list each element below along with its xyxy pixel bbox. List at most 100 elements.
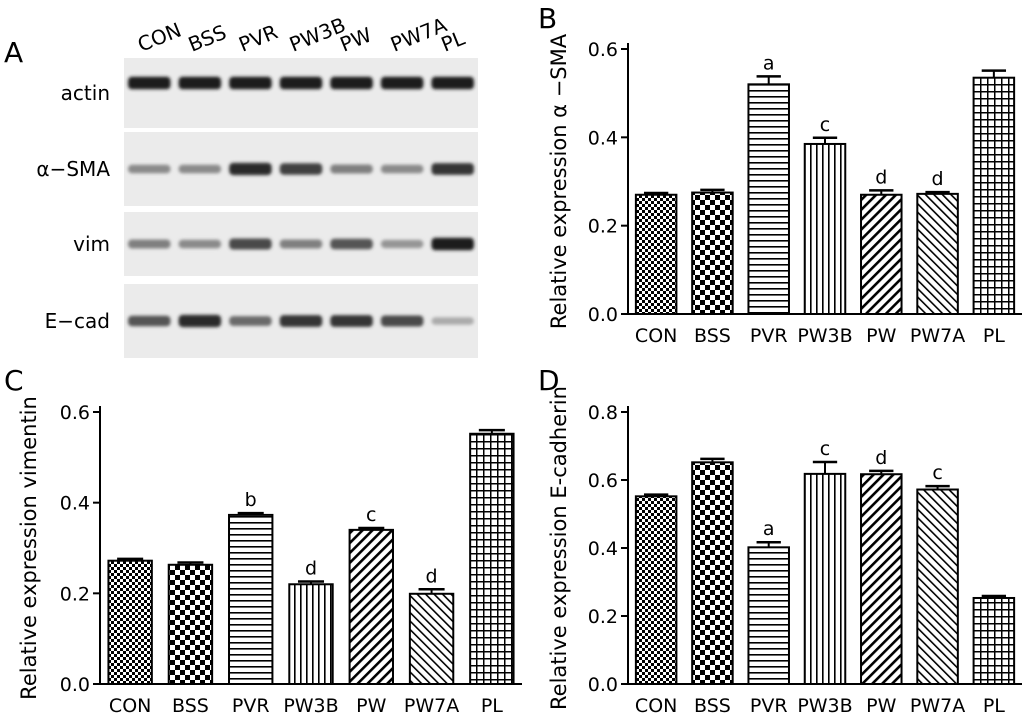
- y-axis-label: Relative expression E-cadherin: [547, 386, 571, 710]
- blot-band: [380, 76, 424, 90]
- y-tick-label: 0.4: [588, 538, 618, 560]
- category-label: PW: [356, 695, 386, 717]
- bar: [634, 193, 678, 315]
- category-label: PL: [983, 325, 1005, 347]
- category-label: PVR: [750, 325, 788, 347]
- category-label: CON: [635, 325, 677, 347]
- category-label: PW7A: [404, 695, 459, 717]
- chart-vimentin: 0.0 0.2 0.4 0.6 Relative expression vimentin…: [17, 396, 522, 717]
- significance-label: c: [366, 504, 376, 526]
- bar: [691, 461, 734, 685]
- bar: [167, 563, 214, 685]
- y-tick-label: 0.2: [60, 583, 90, 605]
- significance-label: a: [763, 518, 775, 540]
- bar: [469, 432, 515, 686]
- bar: [916, 488, 959, 685]
- bar: [228, 513, 274, 686]
- blot-band: [431, 237, 474, 251]
- significance-label: a: [763, 52, 775, 74]
- blot-band: [330, 238, 373, 250]
- y-tick-label: 0.0: [588, 304, 618, 326]
- y-tick-label: 0.6: [588, 39, 618, 61]
- significance-label: c: [820, 438, 830, 460]
- bar: [107, 559, 153, 686]
- blot-band: [330, 164, 373, 174]
- category-label: PW7A: [910, 695, 965, 717]
- significance-label: c: [820, 114, 830, 136]
- bar: [972, 76, 1016, 316]
- y-tick-label: 0.2: [588, 216, 618, 238]
- category-label: CON: [635, 695, 677, 717]
- bar: [747, 83, 790, 316]
- blot-band: [229, 162, 272, 176]
- category-label: BSS: [694, 695, 731, 717]
- y-tick-label: 0.0: [588, 674, 618, 696]
- blot-band: [431, 163, 474, 175]
- significance-label: b: [245, 489, 257, 511]
- y-tick-label: 0.6: [588, 470, 618, 492]
- blot-band: [229, 76, 272, 90]
- blot-band: [330, 315, 373, 327]
- blot-band: [128, 76, 171, 90]
- blot-row-label: vim: [73, 232, 110, 256]
- blot-band: [431, 317, 474, 325]
- chart-e-cadherin: 0.0 0.2 0.4 0.6 0.8 Relative expression E-cad…: [547, 386, 1022, 717]
- category-label: PL: [481, 695, 503, 717]
- category-label: BSS: [694, 325, 731, 347]
- category-label: PW: [866, 695, 896, 717]
- category-label: PW3B: [283, 695, 338, 717]
- y-axis-label: Relative expression α −SMA: [547, 33, 571, 329]
- blot-band: [178, 239, 222, 249]
- bar: [408, 592, 455, 686]
- bar: [803, 142, 847, 315]
- blot-band: [279, 239, 323, 249]
- category-label: PL: [983, 695, 1005, 717]
- blot-band: [178, 76, 222, 90]
- lane-label: BSS: [185, 20, 230, 57]
- panel-label-c: C: [4, 364, 24, 397]
- blot-band: [279, 315, 323, 327]
- significance-label: d: [875, 166, 887, 188]
- y-tick-label: 0.4: [60, 493, 90, 515]
- significance-label: c: [932, 462, 942, 484]
- y-tick-label: 0.6: [60, 402, 90, 424]
- bar: [803, 472, 847, 685]
- blot-band: [128, 164, 171, 174]
- category-label: PW7A: [910, 325, 965, 347]
- category-label: PVR: [232, 695, 270, 717]
- blot-band: [380, 164, 424, 174]
- blot-band: [330, 76, 373, 90]
- significance-label: d: [305, 558, 317, 580]
- bar: [691, 191, 734, 316]
- y-axis-label: Relative expression vimentin: [17, 396, 41, 700]
- category-label: BSS: [172, 695, 209, 717]
- significance-label: d: [932, 168, 944, 190]
- bar: [634, 495, 678, 685]
- bar: [916, 192, 959, 315]
- blot-band: [279, 163, 323, 175]
- blot-strip: [124, 58, 478, 128]
- panel-label-b: B: [538, 2, 557, 35]
- panel-label-a: A: [4, 36, 23, 69]
- lane-label: CON: [134, 18, 184, 57]
- blot-row-label: α−SMA: [36, 157, 110, 181]
- bar: [972, 596, 1016, 685]
- blot-band: [229, 316, 272, 326]
- blot-row-label: actin: [61, 81, 110, 105]
- significance-label: d: [875, 447, 887, 469]
- significance-label: d: [426, 565, 438, 587]
- category-label: PW: [866, 325, 896, 347]
- blot-band: [229, 238, 272, 250]
- category-label: PW3B: [797, 695, 852, 717]
- blot-band: [279, 76, 323, 90]
- blot-band: [128, 239, 171, 249]
- chart-alpha-sma: 0.0 0.2 0.4 0.6 Relative expression α −SMA CO…: [547, 33, 1022, 347]
- bar: [348, 528, 394, 685]
- category-label: PVR: [750, 695, 788, 717]
- y-tick-label: 0.0: [60, 674, 90, 696]
- blot-band: [178, 314, 222, 328]
- bar: [860, 473, 903, 685]
- blot-band: [128, 315, 171, 327]
